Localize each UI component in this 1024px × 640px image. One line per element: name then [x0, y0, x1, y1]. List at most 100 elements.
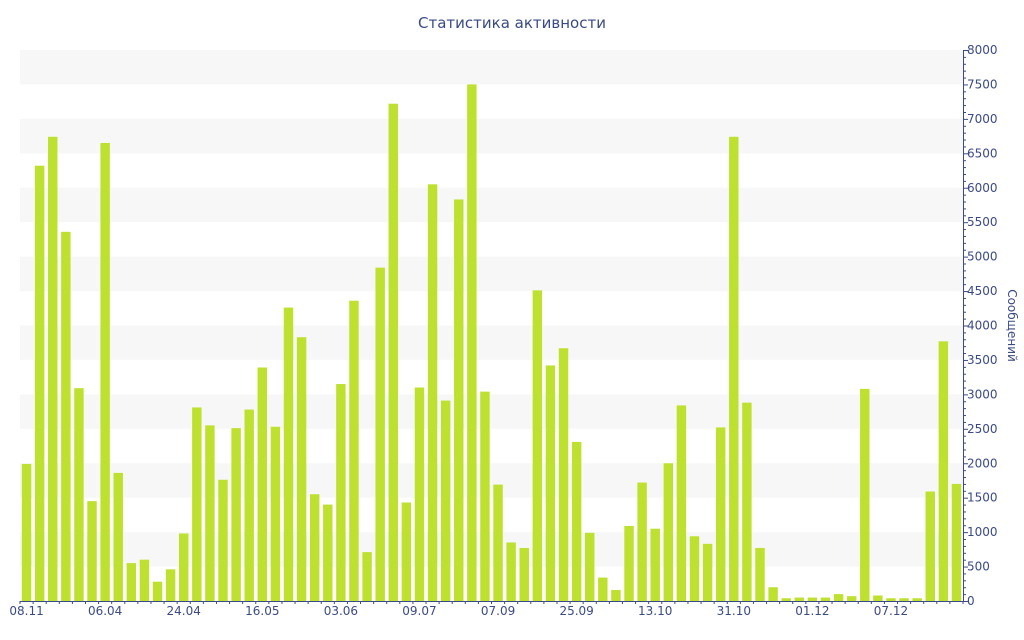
y-tick-label: 7000 [967, 112, 998, 126]
bar [388, 103, 398, 601]
chart-title: Статистика активности [418, 14, 606, 32]
bar [414, 387, 425, 601]
grid-bands [20, 50, 963, 567]
bar [768, 587, 778, 601]
bar [427, 184, 438, 601]
bar [48, 136, 58, 601]
y-tick-label: 8000 [967, 43, 998, 57]
y-tick-label: 500 [967, 560, 990, 574]
bar [558, 348, 569, 601]
bar [899, 598, 909, 601]
bar [467, 84, 477, 601]
bar [61, 231, 71, 601]
y-tick-labels: 0 500 1000 1500 2000 2500 3000 3500 4000 4500 5000… [967, 43, 998, 608]
bar [336, 384, 346, 601]
bar [650, 528, 660, 601]
bar [21, 463, 32, 601]
x-tick-label: 08.11 [9, 604, 43, 618]
y-tick-label: 5500 [967, 215, 998, 229]
y-tick-label: 2500 [967, 422, 998, 436]
bar [545, 365, 556, 601]
y-tick-label: 2000 [967, 456, 998, 470]
bar [506, 542, 516, 601]
bar [585, 532, 595, 601]
y-tick-label: 6000 [967, 181, 998, 195]
bar [270, 426, 281, 601]
bar [244, 409, 254, 601]
x-tick-label: 16.05 [245, 604, 279, 618]
bar [283, 307, 294, 601]
bar [715, 427, 726, 601]
bar [375, 267, 385, 601]
bar [742, 402, 752, 601]
bar [87, 501, 97, 601]
grid-band [20, 118, 963, 154]
bar [493, 484, 503, 601]
bar [807, 597, 818, 601]
bar [309, 494, 320, 601]
x-tick-label: 13.10 [638, 604, 672, 618]
axes [19, 50, 968, 604]
bar [126, 563, 137, 601]
bar [571, 441, 582, 601]
bar [100, 142, 110, 602]
bar [624, 525, 634, 601]
bar [139, 559, 150, 601]
bar [833, 594, 844, 601]
grid-band [20, 187, 963, 223]
bar [113, 472, 123, 601]
bar [598, 577, 608, 601]
bar [820, 597, 831, 601]
grid-band [20, 50, 963, 85]
x-tick-label: 25.09 [559, 604, 593, 618]
bar [205, 425, 215, 601]
y-tick-label: 3500 [967, 353, 998, 367]
x-tick-label: 07.09 [481, 604, 515, 618]
bar [886, 598, 896, 601]
bar [165, 569, 176, 601]
x-tick-label: 31.10 [717, 604, 751, 618]
x-tick-label: 07.12 [874, 604, 908, 618]
grid-band [20, 394, 963, 429]
y-tick-label: 1500 [967, 491, 998, 505]
y-tick-label: 7500 [967, 77, 998, 91]
bar [951, 483, 962, 601]
grid-band [20, 532, 963, 567]
x-tick-labels: 08.11 06.04 24.04 16.05 03.06 09.07 07.09 25.09… [9, 604, 908, 618]
bar [179, 533, 189, 601]
bar [846, 596, 857, 601]
x-tick-label: 09.07 [402, 604, 436, 618]
bar [676, 405, 687, 601]
bar [519, 547, 529, 601]
bar [454, 199, 464, 601]
bars [21, 84, 962, 602]
y-tick-label: 0 [967, 594, 975, 608]
bar [74, 388, 84, 601]
bar [349, 300, 359, 601]
bar [152, 581, 163, 601]
bar [257, 367, 268, 601]
bar [925, 491, 935, 601]
bar [873, 595, 883, 601]
y-tick-label: 4500 [967, 284, 998, 298]
y-tick-label: 6500 [967, 146, 998, 160]
y-tick-label: 4000 [967, 319, 998, 333]
grid-band [20, 256, 963, 292]
x-tick-label: 24.04 [167, 604, 201, 618]
bar [781, 598, 791, 601]
bar [794, 597, 804, 601]
bar [860, 388, 870, 601]
bar [218, 479, 228, 601]
bar [231, 428, 241, 601]
bar [34, 165, 45, 601]
bar [401, 502, 412, 601]
y-axis-title: Сообщений [1005, 289, 1019, 362]
x-tick-label: 03.06 [324, 604, 358, 618]
bar [296, 337, 307, 601]
grid-band [20, 463, 963, 498]
bar [755, 547, 765, 601]
bar [689, 536, 700, 601]
bar [729, 136, 739, 601]
x-tick-label: 01.12 [795, 604, 829, 618]
